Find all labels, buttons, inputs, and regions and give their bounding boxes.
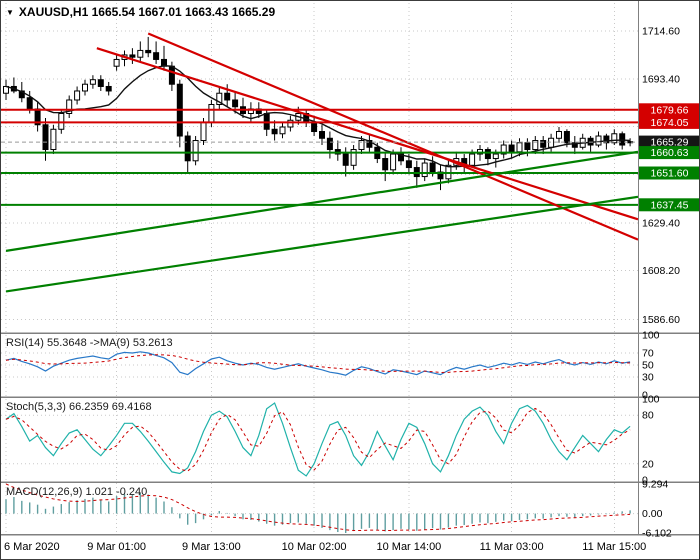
svg-text:100: 100	[642, 330, 660, 342]
svg-text:9 Mar 01:00: 9 Mar 01:00	[87, 541, 146, 553]
chart-legend: ▼ XAUUSD,H1 1665.54 1667.01 1663.43 1665…	[6, 5, 275, 19]
svg-text:1679.66: 1679.66	[651, 104, 689, 116]
svg-text:1608.20: 1608.20	[642, 265, 680, 277]
svg-text:100: 100	[642, 394, 660, 406]
svg-text:50: 50	[642, 360, 654, 372]
svg-text:80: 80	[642, 410, 654, 422]
svg-text:30: 30	[642, 372, 654, 384]
svg-text:1637.45: 1637.45	[651, 199, 689, 211]
ohlc-readout: XAUUSD,H1 1665.54 1667.01 1663.43 1665.2…	[18, 5, 276, 19]
time-axis[interactable]: 6 Mar 2020 9 Mar 01:00 9 Mar 13:00 10 Mar 0…	[4, 541, 646, 553]
svg-text:9 Mar 13:00: 9 Mar 13:00	[182, 541, 241, 553]
svg-text:11 Mar 03:00: 11 Mar 03:00	[480, 541, 544, 553]
svg-text:-6.102: -6.102	[642, 528, 672, 540]
trend-lines[interactable]	[5, 32, 639, 293]
svg-text:1629.40: 1629.40	[642, 217, 680, 229]
panel-dividers[interactable]	[1, 1, 700, 536]
svg-text:1651.60: 1651.60	[651, 167, 689, 179]
svg-text:1714.60: 1714.60	[642, 26, 680, 38]
grid-lines	[1, 3, 638, 534]
svg-text:9.294: 9.294	[642, 479, 668, 491]
svg-text:70: 70	[642, 348, 654, 360]
svg-text:1586.60: 1586.60	[642, 314, 680, 326]
svg-text:10 Mar 14:00: 10 Mar 14:00	[376, 541, 441, 553]
rsi-plot	[1, 351, 638, 378]
svg-text:6 Mar 2020: 6 Mar 2020	[4, 541, 60, 553]
svg-text:0: 0	[642, 390, 648, 402]
chart-shift-icon[interactable]: ▼	[6, 8, 14, 17]
svg-text:11 Mar 15:00: 11 Mar 15:00	[582, 541, 646, 553]
svg-text:1665.29: 1665.29	[651, 137, 689, 149]
stoch-indicator-label: Stoch(5,3,3) 66.2359 69.4168	[6, 401, 152, 413]
svg-text:1660.63: 1660.63	[651, 147, 689, 159]
support-resistance-lines[interactable]	[1, 108, 638, 206]
svg-text:0: 0	[642, 475, 648, 487]
svg-text:1674.05: 1674.05	[651, 117, 689, 129]
svg-text:0.00: 0.00	[642, 508, 663, 520]
svg-text:20: 20	[642, 458, 654, 470]
macd-indicator-label: MACD(12,26,9) 1.021 -0.240	[6, 486, 148, 498]
stoch-plot	[1, 402, 638, 477]
rsi-indicator-label: RSI(14) 55.3648 ->MA(9) 53.2613	[6, 337, 173, 349]
svg-text:1693.40: 1693.40	[642, 73, 680, 85]
price-axis[interactable]: 1714.60 1693.40 1629.40 1608.20 1586.60 100 70…	[639, 26, 700, 540]
macd-plot	[1, 483, 638, 533]
svg-text:10 Mar 02:00: 10 Mar 02:00	[282, 541, 347, 553]
